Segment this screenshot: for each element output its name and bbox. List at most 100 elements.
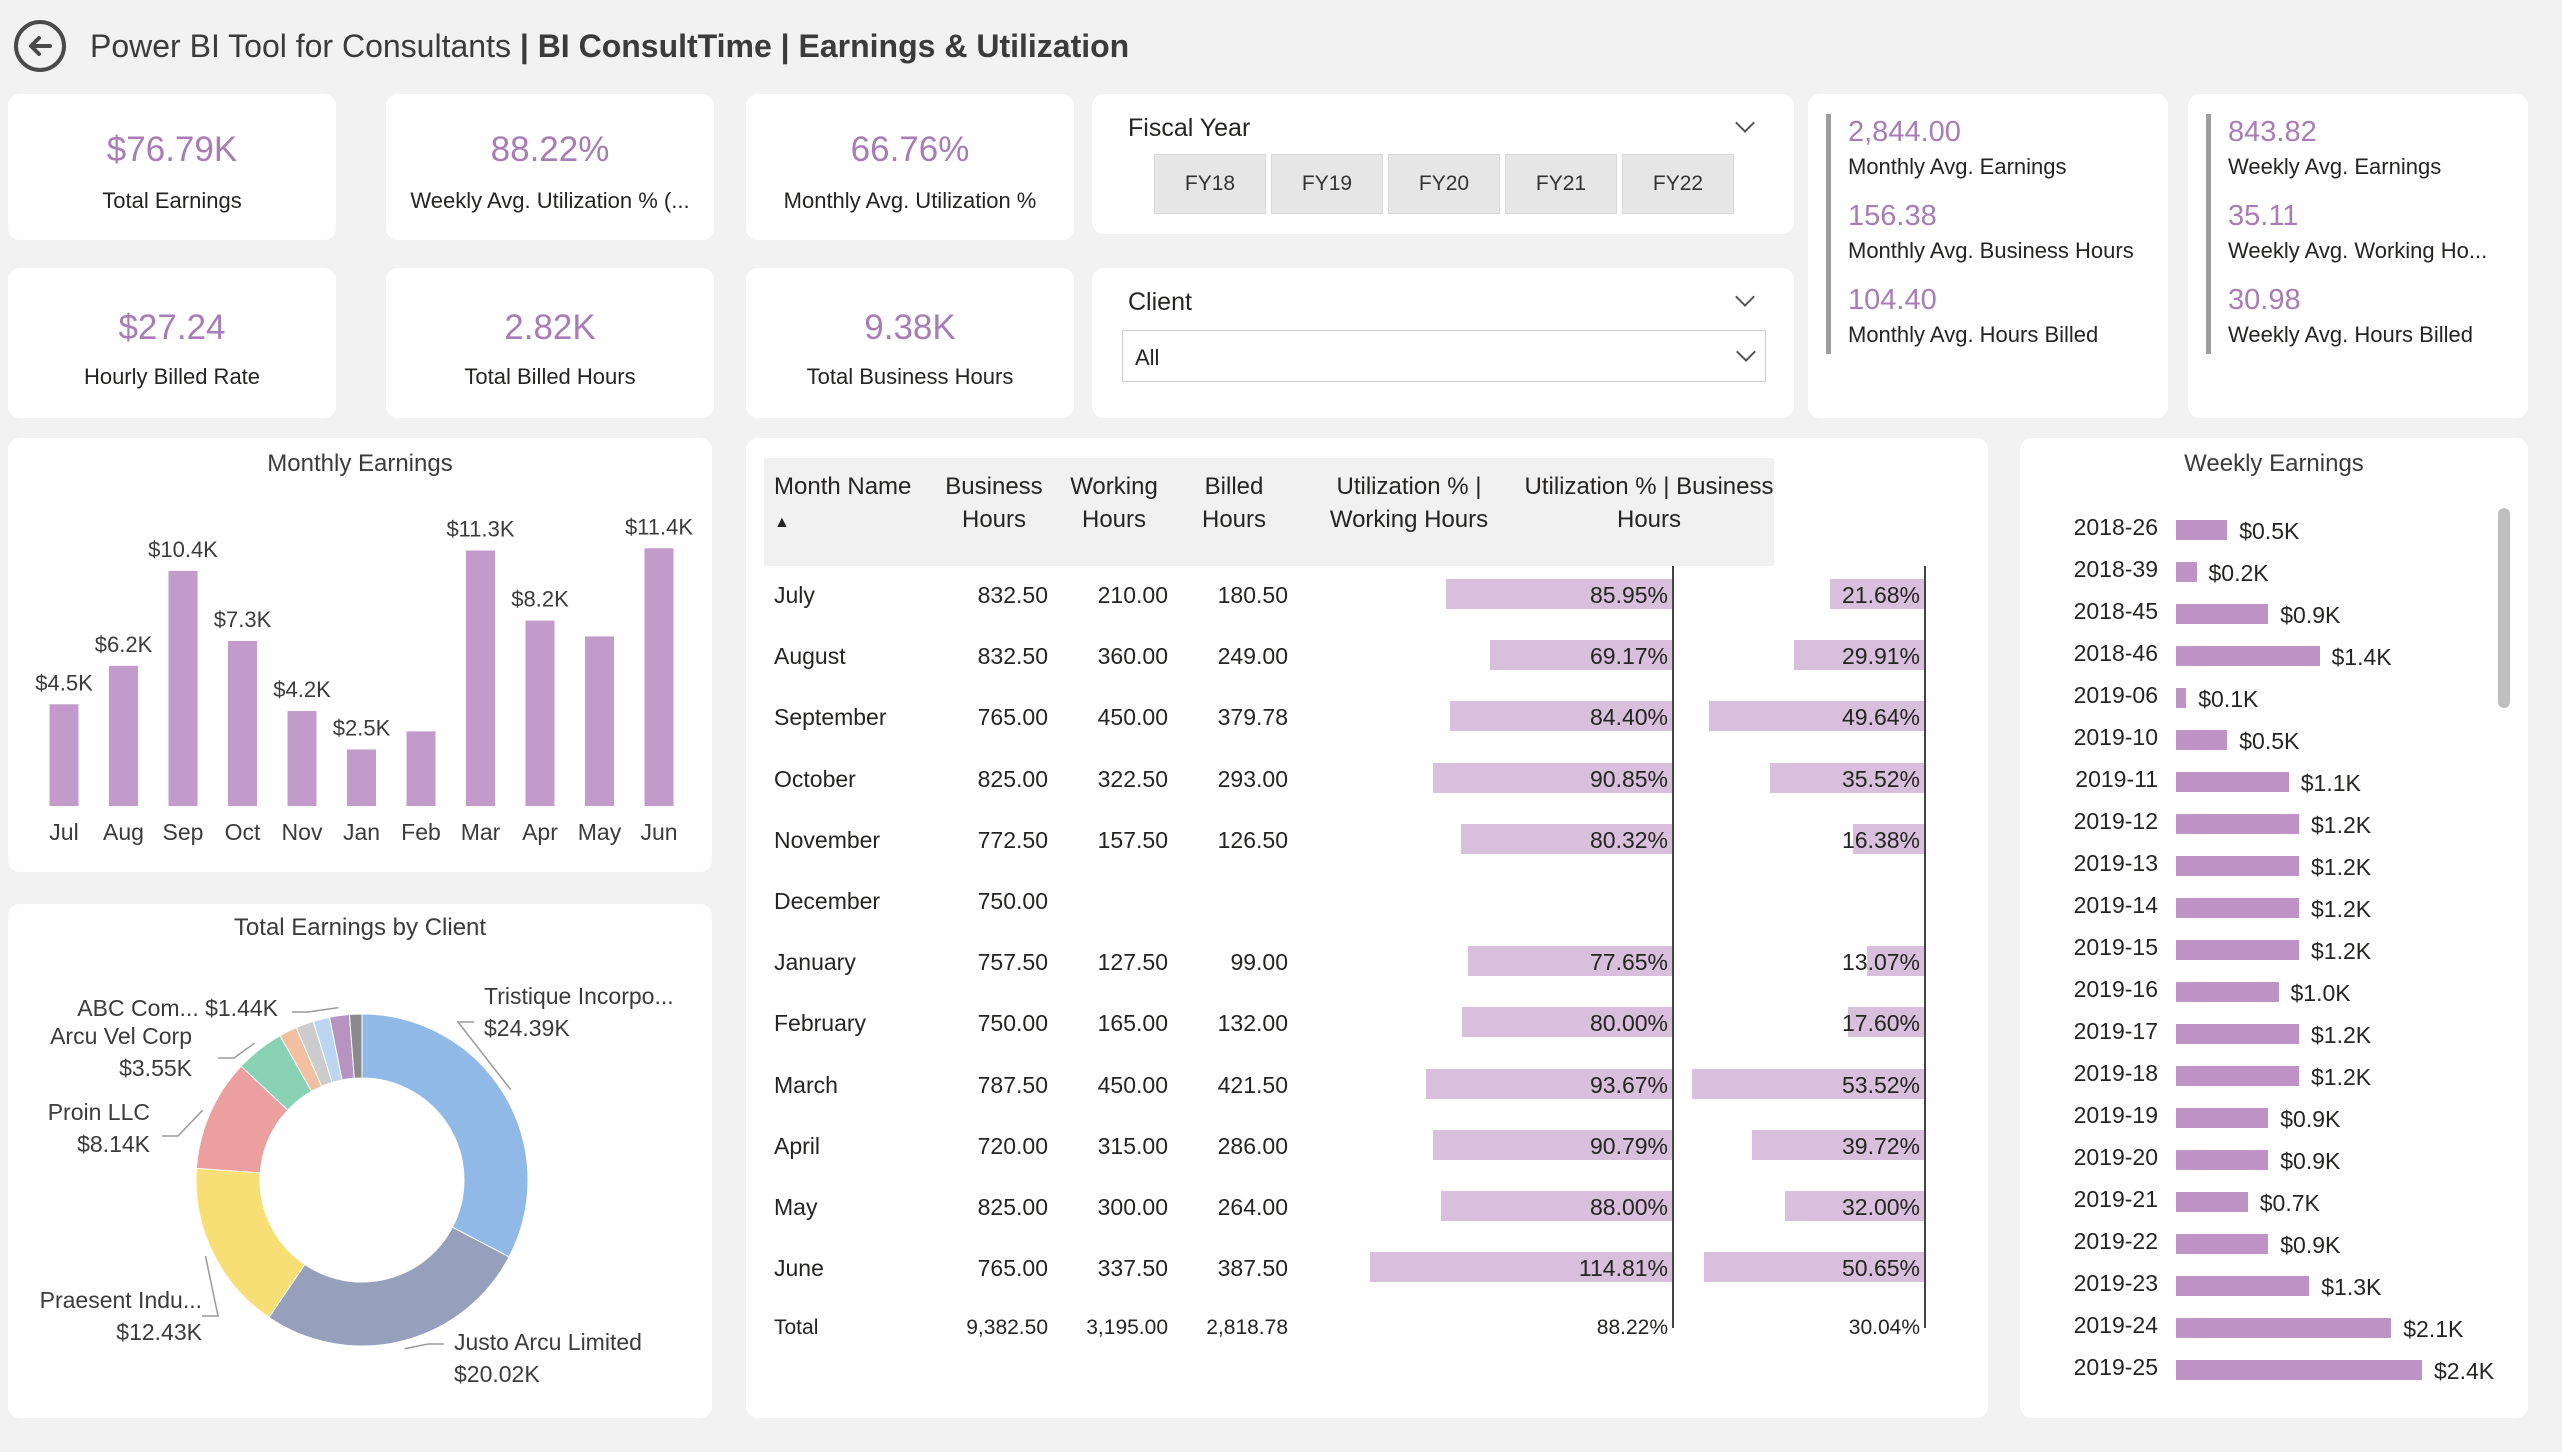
week-label: 2019-16 xyxy=(2073,976,2158,1002)
weekly-bar xyxy=(2176,1024,2299,1044)
weekly-value-label: $2.4K xyxy=(2434,1358,2495,1384)
week-label: 2019-14 xyxy=(2073,892,2158,918)
cell-business-hours: 832.50 xyxy=(977,582,1048,608)
cell-util-working: 90.85% xyxy=(1589,765,1668,792)
weekly-row: 2019-15 $1.2K xyxy=(2020,928,2500,968)
accent-bar xyxy=(1826,114,1831,354)
weekly-bar xyxy=(2176,1150,2269,1170)
weekly-row: 2019-22 $0.9K xyxy=(2020,1222,2500,1262)
col-header-business[interactable]: Business Hours xyxy=(934,458,1054,566)
week-label: 2019-22 xyxy=(2073,1228,2158,1254)
utilization-working-bar xyxy=(1433,762,1672,793)
data-label: $6.2K xyxy=(95,632,153,657)
donut-slice xyxy=(361,1013,529,1258)
weekly-bar xyxy=(2176,730,2228,750)
kpi-card-hourly-rate: $27.24 Hourly Billed Rate xyxy=(8,268,336,418)
weekly-row: 2019-19 $0.9K xyxy=(2020,1096,2500,1136)
data-label: $8.2K xyxy=(511,587,569,612)
week-label: 2019-18 xyxy=(2073,1060,2158,1086)
fy-button-fy18[interactable]: FY18 xyxy=(1154,154,1266,214)
cell-business-hours: 825.00 xyxy=(977,1194,1048,1220)
utilization-working-bar xyxy=(1445,579,1672,609)
utilization-business-bar xyxy=(1830,579,1924,609)
utilization-working-bar xyxy=(1490,640,1672,671)
client-dropdown[interactable]: All xyxy=(1122,330,1766,382)
weekly-bar xyxy=(2176,1276,2310,1296)
cell-util-working: 88.00% xyxy=(1589,1194,1668,1220)
week-label: 2019-10 xyxy=(2073,724,2158,750)
cell-util-working: 114.81% xyxy=(1578,1255,1668,1282)
client-slicer: Client All xyxy=(1092,268,1794,418)
cell-month: January xyxy=(774,949,856,976)
data-label: $10.4K xyxy=(148,537,218,562)
cell-total-util-business: 30.04% xyxy=(1848,1316,1920,1340)
weekly-row: 2019-24 $2.1K xyxy=(2020,1306,2500,1346)
kpi-card-total-earnings: $76.79K Total Earnings xyxy=(8,94,336,240)
fy-button-fy20[interactable]: FY20 xyxy=(1388,154,1500,214)
cell-util-business: 49.64% xyxy=(1841,704,1920,731)
chevron-down-icon[interactable] xyxy=(1735,113,1755,133)
slice-value: $8.14K xyxy=(77,1131,151,1157)
weekly-row: 2019-20 $0.9K xyxy=(2020,1138,2500,1178)
utilization-business-bar xyxy=(1692,1068,1924,1099)
weekly-row: 2018-26 $0.5K xyxy=(2020,508,2500,548)
data-label: $7.3K xyxy=(214,607,272,632)
cell-util-working: 84.40% xyxy=(1589,704,1668,731)
utilization-working-bar xyxy=(1440,1191,1672,1221)
cell-total-label: Total xyxy=(774,1316,819,1340)
weekly-row: 2019-12 $1.2K xyxy=(2020,802,2500,842)
week-label: 2019-25 xyxy=(2073,1354,2158,1380)
utilization-business-bar xyxy=(1770,762,1924,793)
back-button[interactable] xyxy=(14,20,66,72)
sort-asc-icon: ▲ xyxy=(774,514,790,531)
stat-value: 30.98 xyxy=(2228,284,2301,316)
col-header-billed[interactable]: Billed Hours xyxy=(1174,458,1294,566)
cell-util-business: 39.72% xyxy=(1841,1132,1920,1159)
col-header-month[interactable]: Month Name ▲ xyxy=(764,458,934,566)
arrow-left-icon xyxy=(29,36,52,56)
col-header-working[interactable]: Working Hours xyxy=(1054,458,1174,566)
leader-line xyxy=(404,1343,444,1350)
weekly-bar xyxy=(2176,1360,2422,1380)
weekly-row: 2019-06 $0.1K xyxy=(2020,676,2500,716)
weekly-row: 2019-13 $1.2K xyxy=(2020,844,2500,884)
week-label: 2019-13 xyxy=(2073,850,2158,876)
stat-label: Monthly Avg. Business Hours xyxy=(1848,238,2134,263)
cell-util-working: 93.67% xyxy=(1589,1071,1668,1098)
weekly-bar xyxy=(2176,982,2279,1002)
slice-value: $12.43K xyxy=(116,1319,202,1345)
weekly-row: 2019-17 $1.2K xyxy=(2020,1012,2500,1052)
cell-util-working: 69.17% xyxy=(1589,643,1668,670)
slice-value: $3.55K xyxy=(119,1055,193,1081)
col-header-label: Month Name xyxy=(774,473,912,500)
x-tick-label: Feb xyxy=(401,819,441,845)
weekly-value-label: $0.9K xyxy=(2280,1148,2341,1174)
fy-button-fy21[interactable]: FY21 xyxy=(1505,154,1617,214)
bar-jul xyxy=(49,704,79,806)
weekly-scrollbar[interactable] xyxy=(2498,508,2510,708)
chevron-down-icon[interactable] xyxy=(1735,287,1755,307)
week-label: 2019-23 xyxy=(2073,1270,2158,1296)
weekly-value-label: $1.0K xyxy=(2290,980,2351,1006)
client-donut-plot: Tristique Incorpo... $24.39K Justo Arcu Li… xyxy=(40,983,674,1387)
fy-button-fy19[interactable]: FY19 xyxy=(1271,154,1383,214)
weekly-value-label: $1.2K xyxy=(2311,812,2372,838)
leader-line xyxy=(162,1109,204,1137)
cell-working-hours: 337.50 xyxy=(1097,1255,1168,1282)
cell-total-business: 9,382.50 xyxy=(966,1316,1048,1340)
kpi-value: 66.76% xyxy=(850,130,970,169)
cell-month: June xyxy=(774,1255,824,1282)
fy-button-fy22[interactable]: FY22 xyxy=(1622,154,1734,214)
utilization-working-bar xyxy=(1370,1252,1672,1283)
col-header-util-working[interactable]: Utilization % | Working Hours xyxy=(1294,458,1524,566)
weekly-value-label: $0.5K xyxy=(2239,728,2300,754)
cell-working-hours: 127.50 xyxy=(1097,949,1168,976)
weekly-bar xyxy=(2176,940,2299,960)
cell-business-hours: 720.00 xyxy=(977,1132,1048,1159)
col-header-util-business[interactable]: Utilization % | Business Hours xyxy=(1524,458,1774,566)
weekly-row: 2018-45 $0.9K xyxy=(2020,592,2500,632)
cell-month: July xyxy=(774,582,815,608)
utilization-working-bar xyxy=(1461,1007,1672,1038)
weekly-row: 2018-39 $0.2K xyxy=(2020,550,2500,590)
cell-working-hours: 210.00 xyxy=(1097,582,1168,608)
